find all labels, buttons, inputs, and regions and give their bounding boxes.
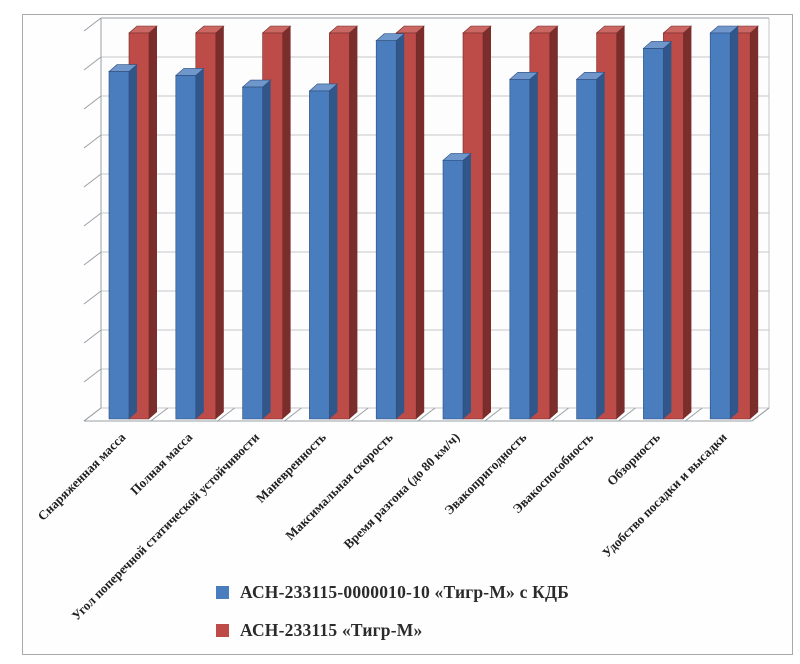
y-axis-tick xyxy=(83,134,102,149)
y-axis-tick xyxy=(83,212,102,227)
y-axis-tick xyxy=(83,95,102,110)
legend-label-series-1: АСН-233115 «Тигр-М» xyxy=(240,620,423,640)
bar-series0-cat3 xyxy=(309,90,330,420)
bar-series0-cat7-side xyxy=(596,72,605,419)
x-axis-tick xyxy=(284,407,302,422)
bar-series0-cat9-side xyxy=(730,26,739,419)
bar-series0-cat3-side xyxy=(329,83,338,420)
bar-series0-cat8 xyxy=(643,48,664,420)
bar-series1-cat7-side xyxy=(616,26,625,419)
category-label-9: Удобство посадки и высадки xyxy=(599,429,730,560)
bar-series0-cat4-side xyxy=(396,33,405,419)
bar-series0-cat8-side xyxy=(663,41,672,419)
bar-series0-cat0 xyxy=(108,71,130,420)
x-axis-tick xyxy=(150,407,169,422)
bar-series1-cat4-side xyxy=(416,26,425,419)
x-axis-tick xyxy=(684,407,703,422)
bar-series1-cat2-side xyxy=(282,26,291,419)
category-label-5: Время разгона (до 80 км/ч) xyxy=(340,430,462,552)
bar-series1-cat5-side xyxy=(483,26,491,419)
bar-series0-cat9 xyxy=(709,32,731,420)
legend-label-series-0: АСН-233115-0000010-10 «Тигр-М» с КДБ xyxy=(240,582,570,602)
bar-series1-cat8-side xyxy=(683,26,692,419)
x-axis-tick xyxy=(484,407,503,422)
y-axis-tick xyxy=(83,290,102,305)
bar-series0-cat2-side xyxy=(262,80,271,419)
category-label-1: Полная масса xyxy=(127,429,196,498)
bar-series0-cat5 xyxy=(442,160,464,420)
category-label-0: Снаряженная масса xyxy=(35,429,129,523)
bar-series1-cat1-side xyxy=(215,26,224,419)
x-axis-tick xyxy=(417,407,436,422)
x-axis-tick xyxy=(618,407,636,422)
y-axis-tick xyxy=(83,56,102,71)
legend-item-series-1: АСН-233115 «Тигр-М» xyxy=(216,620,569,641)
legend-item-series-0: АСН-233115-0000010-10 «Тигр-М» с КДБ xyxy=(216,582,569,603)
y-axis-tick xyxy=(83,251,102,266)
category-label-8: Обзорность xyxy=(604,429,663,488)
chart-legend: АСН-233115-0000010-10 «Тигр-М» с КДБ АСН… xyxy=(216,582,569,641)
bar-series0-cat2 xyxy=(242,86,263,420)
bar-series0-cat1-side xyxy=(195,68,204,420)
x-axis-tick xyxy=(350,407,369,422)
bar-series0-cat0-side xyxy=(129,64,137,419)
x-axis-tick xyxy=(751,407,770,422)
category-label-3: Маневренность xyxy=(253,429,329,505)
bar-series0-cat6-side xyxy=(529,72,538,419)
y-axis-tick xyxy=(83,17,102,32)
bar-series0-cat5-side xyxy=(463,153,471,419)
bar-series0-cat6 xyxy=(509,79,531,420)
bar-series1-cat3-side xyxy=(349,26,358,419)
bar-series0-cat4 xyxy=(375,40,397,420)
x-axis-tick xyxy=(83,407,102,422)
x-axis-tick xyxy=(217,407,235,422)
bar-series1-cat6-side xyxy=(549,26,558,419)
bar-series0-cat1 xyxy=(175,75,197,420)
category-label-4: Максимальная скорость xyxy=(282,429,395,542)
legend-swatch-red-icon xyxy=(216,624,229,637)
bar-series1-cat0-side xyxy=(149,26,157,419)
legend-swatch-blue-icon xyxy=(216,586,229,599)
x-axis-tick xyxy=(551,407,569,422)
y-axis-tick xyxy=(83,329,102,344)
bar-series1-cat9-side xyxy=(750,26,759,419)
y-axis-tick xyxy=(83,173,102,188)
bar-series0-cat7 xyxy=(576,79,597,420)
y-axis-tick xyxy=(83,368,102,383)
